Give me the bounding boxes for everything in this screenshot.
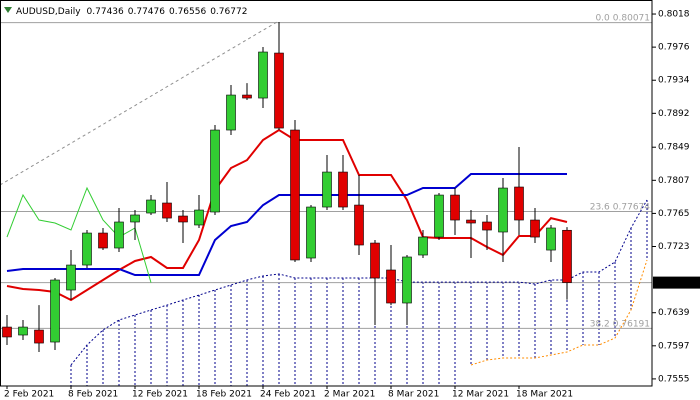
candle-body <box>322 171 332 208</box>
x-tick-label: 18 Feb 2021 <box>196 390 252 400</box>
candle-body <box>418 236 428 256</box>
fib-level-label: 38.2 <box>590 319 610 329</box>
x-tick-label: 8 Mar 2021 <box>388 390 439 400</box>
plot-area: 0.0 0.80071 23.6 0.77674 38.2 0.76191 <box>0 13 652 386</box>
fib-label: 38.2 0.76191 <box>590 319 650 329</box>
candle-body <box>114 221 124 249</box>
y-tick-label: 0.7892 <box>658 109 690 119</box>
fib-label: 23.6 0.77674 <box>590 202 651 212</box>
candle-body <box>226 94 236 131</box>
current-price-label: 0.76772 <box>658 278 695 288</box>
y-tick-label: 0.7976 <box>658 43 690 53</box>
candle-body <box>50 279 60 343</box>
y-tick-label: 0.7639 <box>658 308 690 318</box>
y-tick-label: 0.7723 <box>658 242 690 252</box>
candle-body <box>530 219 540 238</box>
x-tick-label: 2 Feb 2021 <box>4 390 54 400</box>
header-low: 0.76556 <box>169 7 206 17</box>
x-tick-label: 8 Feb 2021 <box>68 390 118 400</box>
chart-title: AUDUSD,Daily <box>16 7 81 17</box>
candle-body <box>290 129 300 261</box>
candle-body <box>242 94 252 99</box>
indicator-line <box>70 199 648 366</box>
candle-body <box>338 171 348 208</box>
y-tick-label: 0.7934 <box>658 76 690 86</box>
candle-body <box>562 229 572 283</box>
x-tick-label: 18 Mar 2021 <box>516 390 573 400</box>
indicator-line <box>6 173 567 276</box>
candle-body <box>482 221 492 231</box>
fib-level-value: 0.76191 <box>613 319 650 329</box>
x-tick-label: 12 Feb 2021 <box>132 390 188 400</box>
indicator-line <box>6 186 152 283</box>
header-high: 0.77476 <box>128 7 165 17</box>
current-price-box <box>653 276 700 289</box>
x-tick-label: 12 Mar 2021 <box>452 390 509 400</box>
y-tick-label: 0.7555 <box>658 374 690 384</box>
fib-level-value: 0.80071 <box>613 13 650 23</box>
candle-body <box>98 232 108 249</box>
candle-body <box>354 204 364 246</box>
y-tick-label: 0.7849 <box>658 143 690 153</box>
indicator-line <box>6 128 568 302</box>
candle-body <box>210 129 220 213</box>
fib-level-label: 0.0 <box>595 13 610 23</box>
candle-body <box>178 215 188 223</box>
candle-body <box>498 187 508 233</box>
candle-body <box>82 232 92 266</box>
candle-body <box>370 242 380 279</box>
fib-label: 0.0 0.80071 <box>595 13 650 23</box>
candle-body <box>514 186 524 221</box>
fib-level-label: 23.6 <box>590 202 610 212</box>
candle-body <box>450 194 460 221</box>
candle-body <box>546 227 556 251</box>
candle-body <box>402 256 412 304</box>
candle-body <box>194 209 204 226</box>
x-tick-label: 2 Mar 2021 <box>324 390 375 400</box>
indicator-line <box>470 259 648 366</box>
candle-body <box>146 199 156 214</box>
candle-body <box>466 219 476 224</box>
candle-body <box>18 326 28 336</box>
x-tick-label: 24 Feb 2021 <box>260 390 316 400</box>
y-tick-label: 0.7807 <box>658 176 690 186</box>
candle-body <box>274 52 284 129</box>
header-open: 0.77436 <box>87 7 124 17</box>
candle-body <box>130 214 140 223</box>
candle-body <box>34 329 44 344</box>
y-tick-label: 0.7597 <box>658 341 690 351</box>
candle-body <box>258 51 268 99</box>
y-tick-label: 0.8018 <box>658 10 690 20</box>
candle-body <box>66 264 76 291</box>
candle-body <box>386 269 396 304</box>
symbol-icon <box>4 7 12 13</box>
chart-header: AUDUSD,Daily 0.77436 0.77476 0.76556 0.76772 <box>16 7 247 17</box>
y-tick-label: 0.7765 <box>658 209 690 219</box>
candle-body <box>306 206 316 259</box>
fib-level-value: 0.77674 <box>613 202 650 212</box>
candle-body <box>434 194 444 238</box>
candle-body <box>2 326 12 338</box>
candle-body <box>162 202 172 219</box>
header-close: 0.76772 <box>210 7 247 17</box>
